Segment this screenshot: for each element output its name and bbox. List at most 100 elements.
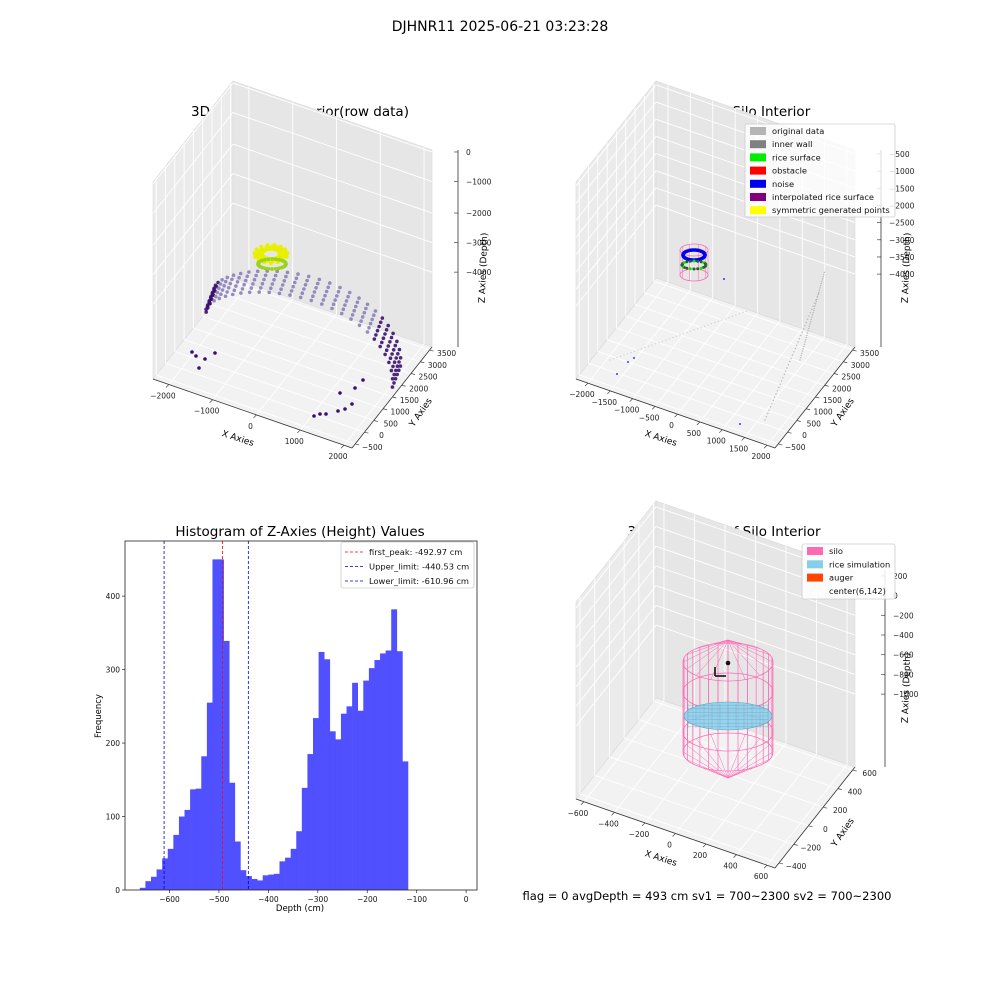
cls-point-original — [809, 312, 812, 314]
cls-legend-label: original data — [772, 126, 824, 136]
raw-ztick-label: −4000 — [466, 268, 492, 277]
cls-ytick — [833, 373, 839, 375]
sim-ygrid — [609, 756, 809, 827]
raw-point — [225, 275, 230, 280]
hist-bar — [162, 858, 169, 890]
cls-ytick-label: 1500 — [823, 396, 842, 405]
raw-zgrid-left — [152, 82, 234, 185]
hist-bar — [335, 739, 342, 890]
raw-zgrid — [232, 202, 433, 273]
hist-bar — [273, 873, 280, 890]
raw-cluster-point — [266, 257, 271, 262]
cls-legend-label: symmetric generated points — [772, 205, 890, 215]
cls-point-original — [821, 278, 824, 280]
cls-point-rice — [685, 266, 689, 270]
cls-legend-label: noise — [772, 179, 794, 189]
raw-xgrid — [168, 283, 250, 385]
hist-bar — [396, 651, 403, 890]
raw-point — [397, 347, 402, 352]
raw-point — [338, 285, 342, 290]
sim-ztick-label: 200 — [893, 572, 908, 581]
raw-point — [190, 350, 194, 354]
raw-point — [247, 290, 252, 295]
raw-cluster-point — [270, 267, 274, 271]
cls-xtick — [696, 421, 701, 426]
sim-legend-label: center(6,142) — [829, 586, 886, 596]
raw-point — [240, 287, 245, 291]
raw-point — [347, 290, 352, 295]
raw-point — [359, 319, 363, 323]
cls-xtick-label: 0 — [669, 421, 674, 430]
raw-point — [300, 291, 305, 296]
sim-zgrid — [655, 604, 856, 675]
hist-bar — [173, 834, 180, 890]
raw-point — [262, 277, 266, 282]
hist-bar — [151, 876, 157, 890]
raw-ygrid — [230, 280, 430, 351]
raw-zgrid-left — [152, 143, 234, 246]
cls-xgrid — [587, 281, 669, 384]
hist-ytick-label: 300 — [106, 666, 121, 675]
cls-point-rice — [699, 260, 703, 264]
cls-point-original — [682, 333, 685, 335]
cls-xtick — [719, 429, 723, 433]
cls-xtick — [629, 398, 633, 402]
cls-point-original — [771, 403, 773, 405]
raw-zgrid — [232, 112, 433, 182]
raw-point — [394, 368, 398, 373]
sim-zgrid-left — [575, 506, 657, 609]
cls-point-original — [779, 383, 781, 385]
raw-point — [279, 287, 283, 292]
raw-cluster-point — [273, 266, 278, 271]
raw-point — [362, 310, 367, 315]
cls-point-noise — [703, 252, 707, 256]
raw-point — [392, 360, 397, 365]
raw-ytick-label: 1000 — [391, 408, 410, 417]
sim-objects — [682, 639, 774, 779]
hist-ytick-label: 100 — [106, 813, 121, 822]
cls-point-rice — [692, 267, 696, 271]
sim-ztick-label: −400 — [893, 631, 914, 640]
raw-point — [228, 281, 233, 286]
raw-point — [378, 320, 383, 325]
raw-point — [223, 294, 228, 299]
sim-xgrid — [583, 700, 665, 803]
cls-point-rice — [682, 261, 686, 265]
cls-point-original — [821, 280, 823, 282]
sim-xtick — [763, 864, 768, 869]
raw-point — [321, 298, 326, 302]
hist-bar — [402, 761, 409, 890]
cls-point-original — [776, 390, 779, 392]
sim-legend-label: auger — [829, 573, 854, 583]
raw-point — [390, 377, 395, 381]
cls-xtick — [763, 444, 768, 449]
raw-ztick-label: 0 — [466, 148, 471, 157]
sim-silo-cone — [686, 744, 729, 779]
raw-point — [338, 391, 342, 395]
cls-point-original — [616, 356, 618, 359]
sim-ytick-label: −200 — [800, 843, 821, 852]
sim-ytick — [852, 769, 857, 772]
cls-point-original — [823, 273, 825, 276]
raw-point — [336, 289, 341, 294]
sim-silo-cone — [727, 744, 770, 779]
cls-point-original — [784, 370, 787, 372]
cls-ytick — [806, 408, 811, 411]
raw-point — [354, 304, 358, 309]
cls-ytick-label: 3500 — [860, 349, 879, 358]
raw-point — [387, 360, 391, 365]
sim-silo-cone — [727, 765, 760, 779]
cls-point-original — [794, 347, 796, 350]
cls-point-original — [813, 302, 816, 304]
sim-ztick-label: −800 — [893, 670, 914, 679]
cls-ztick-label: −2500 — [889, 219, 915, 228]
raw-ytick-label: 3000 — [428, 361, 447, 370]
raw-ytick-label: 0 — [379, 431, 384, 440]
raw-point — [315, 281, 320, 286]
raw-axes-3d: −2000−1000010002000−50005001000150020002… — [150, 80, 492, 461]
sim-xgrid — [705, 742, 787, 845]
raw-point — [335, 294, 339, 298]
cls-point-original — [803, 345, 805, 348]
raw-point — [222, 284, 226, 288]
cls-point-original — [820, 282, 822, 285]
